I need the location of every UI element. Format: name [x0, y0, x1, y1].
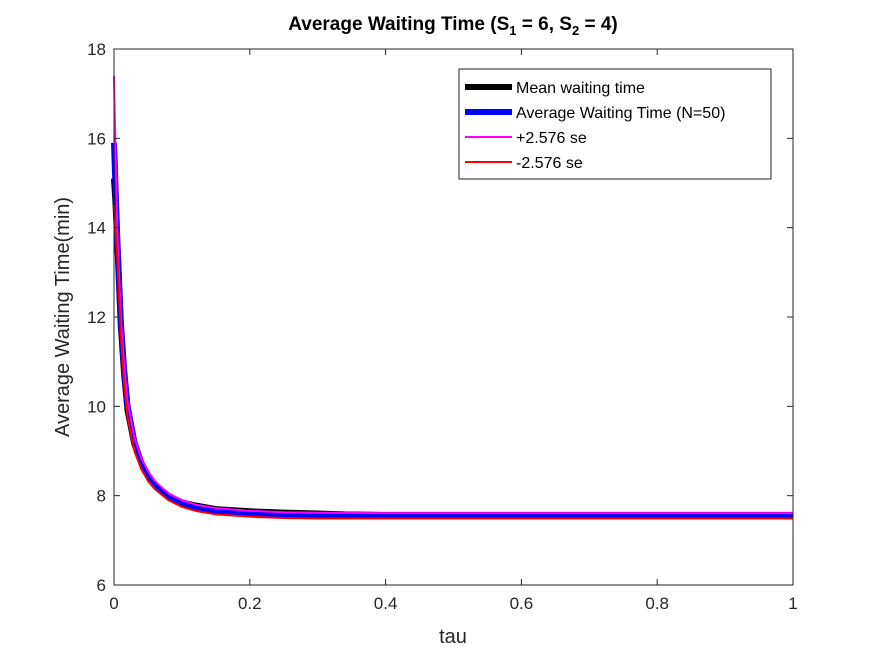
y-axis-label: Average Waiting Time(min) — [52, 197, 74, 437]
y-tick-label: 14 — [87, 219, 106, 238]
x-tick-label: 1 — [788, 594, 797, 613]
series-layer — [111, 75, 793, 520]
legend-entry-1: Mean waiting time — [516, 80, 645, 97]
series-line-4 — [113, 205, 793, 520]
x-tick-label: 0 — [109, 594, 118, 613]
legend-entry-3: +2.576 se — [516, 130, 587, 147]
y-tick-label: 8 — [97, 487, 106, 506]
legend-entry-2: Average Waiting Time (N=50) — [516, 105, 725, 122]
x-axis-label: tau — [439, 626, 467, 648]
y-tick-label: 10 — [87, 397, 106, 416]
legend: Mean waiting time Average Waiting Time (N… — [458, 68, 772, 180]
chart-title: Average Waiting Time (S1 = 6, S2 = 4) — [288, 14, 618, 38]
y-tick-label: 18 — [87, 40, 106, 59]
y-tick-label: 16 — [87, 129, 106, 148]
x-tick-label: 0.6 — [510, 594, 534, 613]
x-tick-label: 0.4 — [374, 594, 398, 613]
legend-entry-4: -2.576 se — [516, 155, 583, 172]
y-tick-label: 12 — [87, 308, 106, 327]
y-tick-label: 6 — [97, 576, 106, 595]
x-tick-label: 0.8 — [645, 594, 669, 613]
x-tick-label: 0.2 — [238, 594, 262, 613]
